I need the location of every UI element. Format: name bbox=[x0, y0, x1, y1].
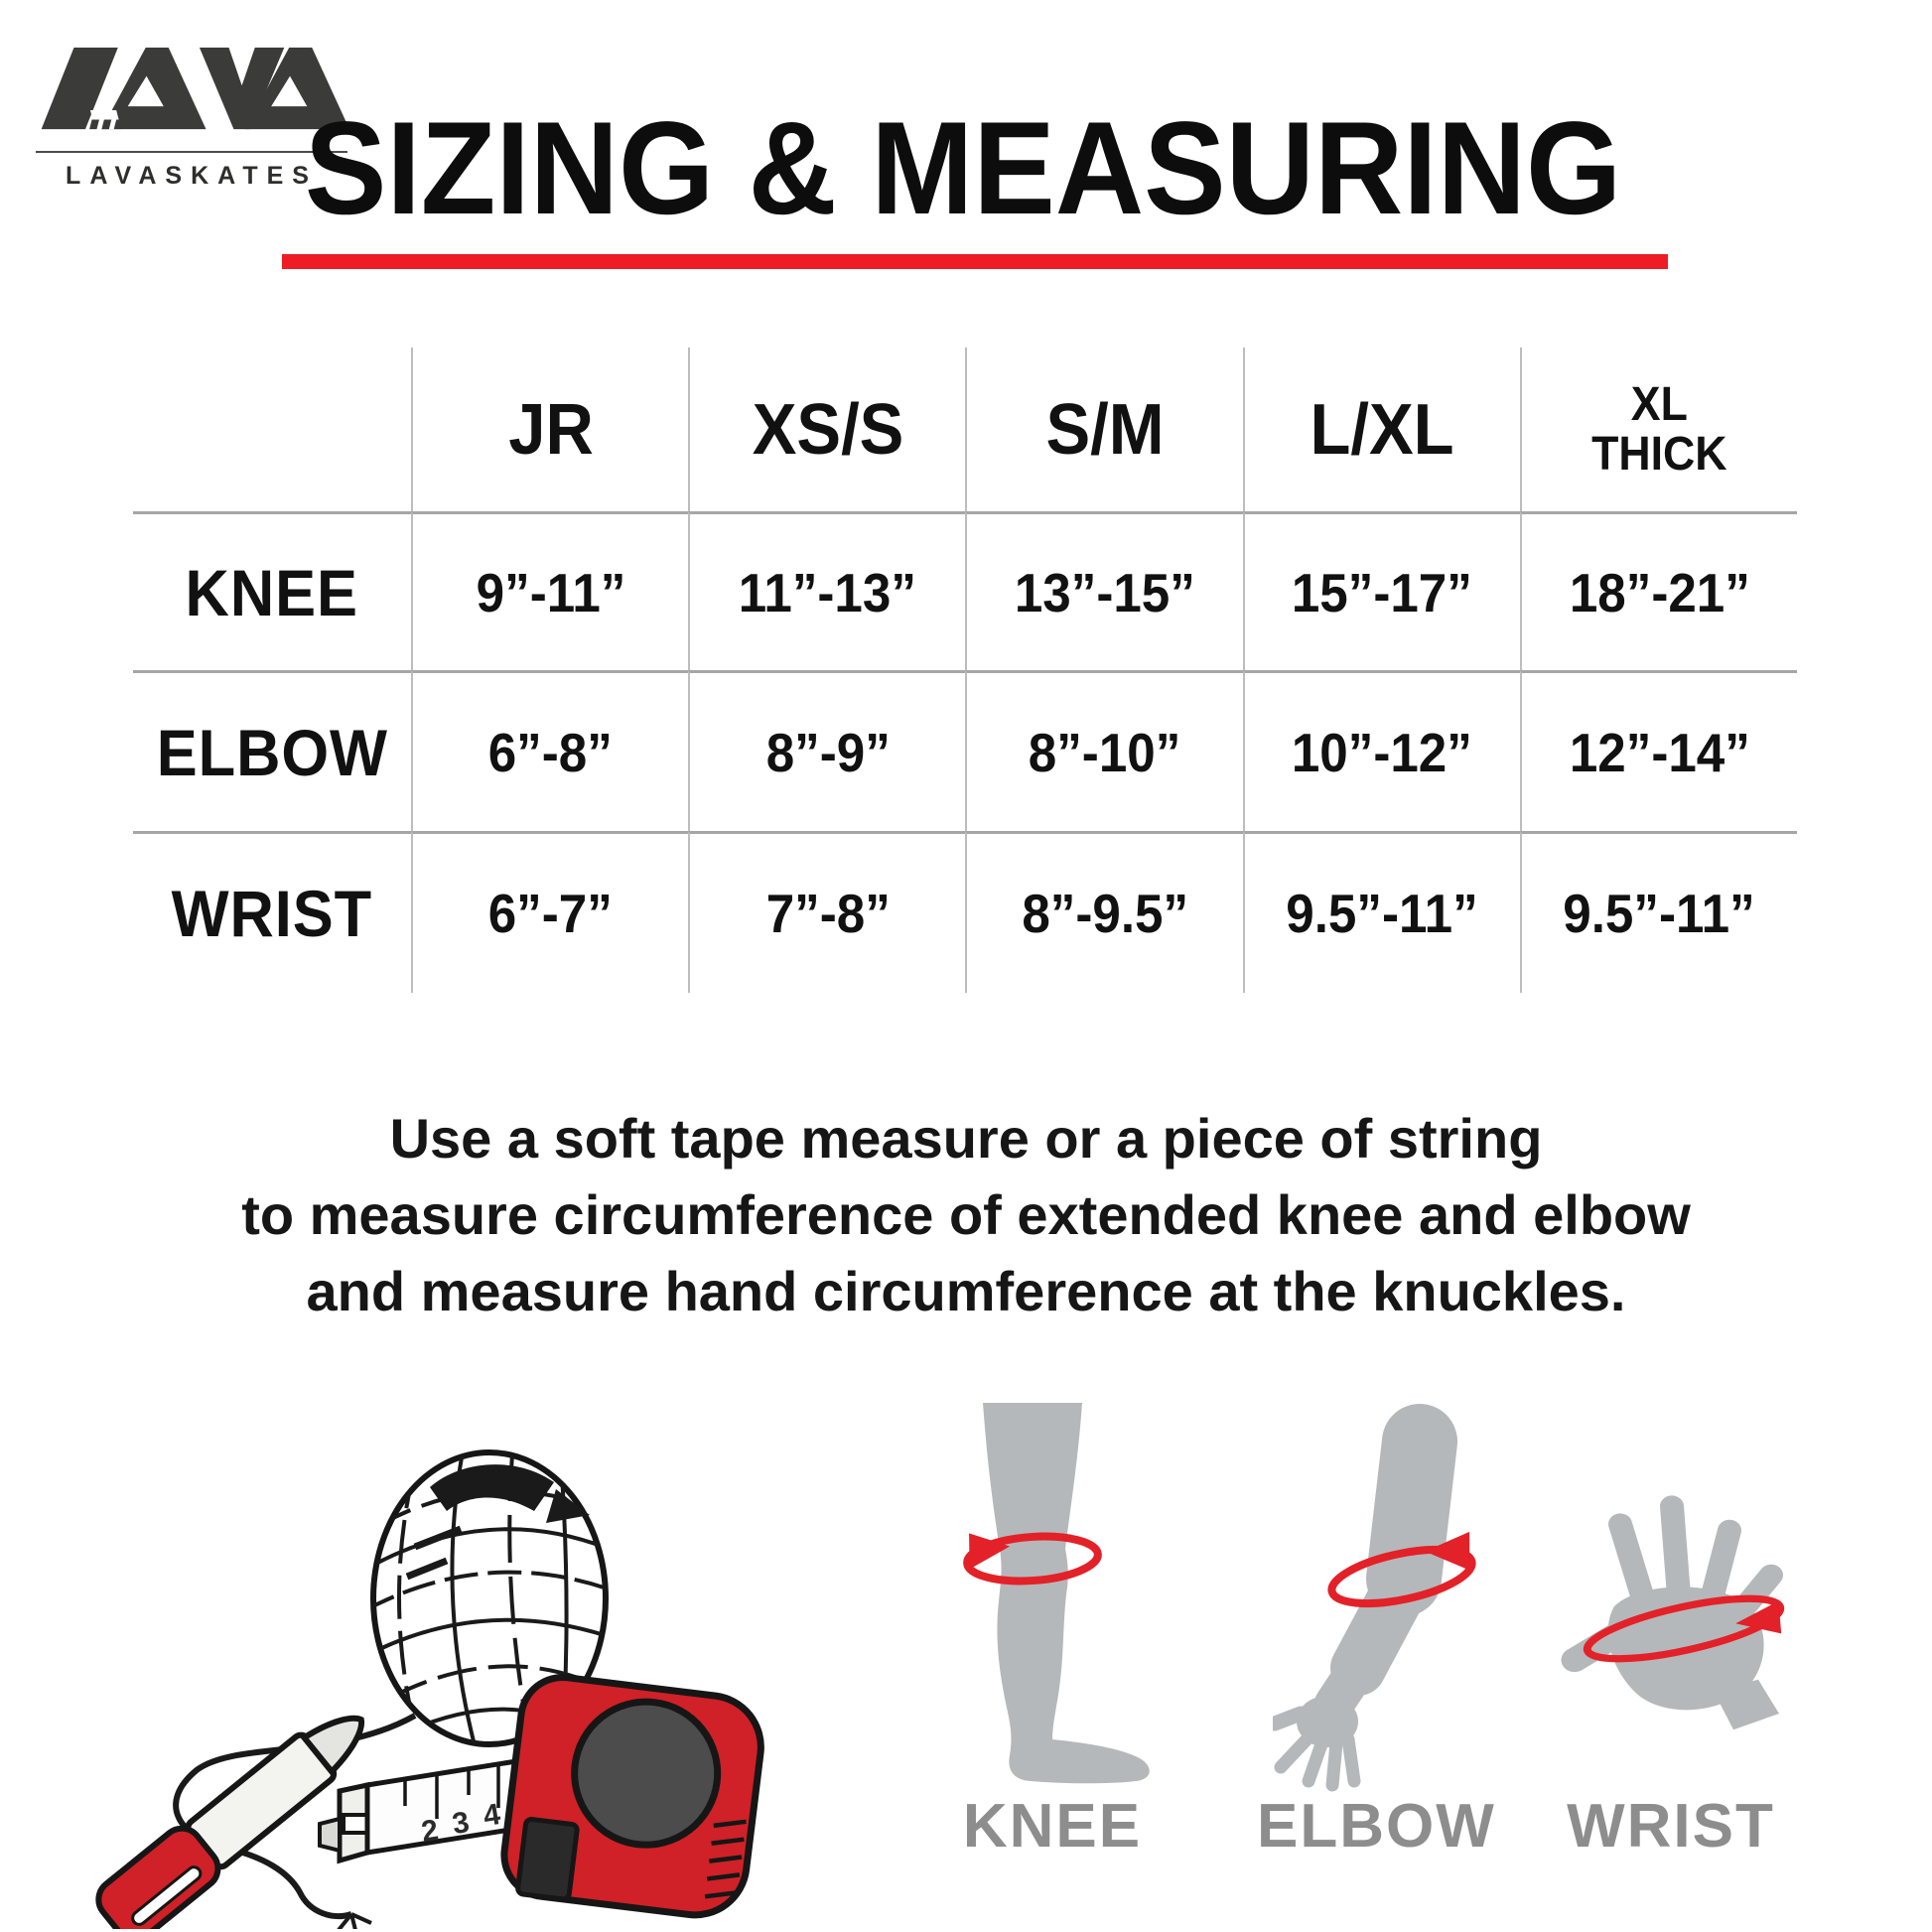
table-cell: 8”-10” bbox=[965, 670, 1243, 831]
table-cell: 9.5”-11” bbox=[1519, 831, 1797, 993]
marker-pen-icon bbox=[95, 1715, 365, 1929]
table-cell: 12”-14” bbox=[1519, 670, 1797, 831]
table-cell: 9”-11” bbox=[411, 511, 689, 670]
table-cell: 6”-8” bbox=[411, 670, 689, 831]
column-header-jr: JR bbox=[411, 347, 688, 511]
title-underline bbox=[282, 254, 1668, 269]
measuring-instructions: Use a soft tape measure or a piece of st… bbox=[0, 1100, 1932, 1329]
tape-number: 4 bbox=[482, 1798, 503, 1833]
tape-strip-icon: 2 3 4 bbox=[318, 1758, 519, 1864]
table-corner-cell bbox=[133, 347, 411, 511]
table-cell: 8”-9” bbox=[688, 670, 966, 831]
brand-name: LAVASKATES bbox=[66, 162, 318, 190]
arm-silhouette-icon bbox=[1273, 1404, 1457, 1792]
measure-ring-icon bbox=[963, 1532, 1102, 1586]
measuring-tools-illustration: 2 3 4 bbox=[95, 1449, 764, 1929]
instruction-line: to measure circumference of extended kne… bbox=[241, 1183, 1691, 1246]
tape-number: 3 bbox=[450, 1806, 472, 1841]
measure-ring-icon bbox=[1583, 1594, 1785, 1663]
measure-ring-icon bbox=[1327, 1531, 1476, 1608]
lava-logo-icon bbox=[41, 47, 349, 130]
instruction-line: and measure hand circumference at the kn… bbox=[306, 1260, 1626, 1322]
knee-illustration bbox=[963, 1403, 1150, 1784]
table-cell: 15”-17” bbox=[1242, 511, 1520, 670]
elbow-illustration-label: ELBOW bbox=[1257, 1792, 1496, 1861]
row-header-elbow: ELBOW bbox=[133, 670, 411, 831]
column-header-l-xl: L/XL bbox=[1242, 347, 1520, 511]
column-header-xs-s: XS/S bbox=[688, 347, 965, 511]
row-header-wrist: WRIST bbox=[133, 831, 411, 993]
table-cell: 6”-7” bbox=[411, 831, 689, 993]
tape-measure-icon bbox=[500, 1674, 764, 1919]
table-cell: 11”-13” bbox=[688, 511, 966, 670]
row-header-knee: KNEE bbox=[133, 511, 411, 670]
table-cell: 9.5”-11” bbox=[1242, 831, 1520, 993]
tape-number: 2 bbox=[419, 1814, 441, 1849]
table-cell: 8”-9.5” bbox=[965, 831, 1243, 993]
column-header-xl-thick: XL THICK bbox=[1519, 347, 1797, 511]
wrist-illustration-label: WRIST bbox=[1567, 1792, 1775, 1861]
knee-illustration-label: KNEE bbox=[962, 1792, 1143, 1861]
table-cell: 10”-12” bbox=[1242, 670, 1520, 831]
page-title: SIZING & MEASURING bbox=[304, 95, 1622, 242]
table-cell: 7”-8” bbox=[688, 831, 966, 993]
logo-divider bbox=[36, 151, 347, 153]
elbow-illustration bbox=[1273, 1404, 1476, 1792]
column-header-s-m: S/M bbox=[965, 347, 1242, 511]
leg-silhouette-icon bbox=[983, 1403, 1150, 1784]
sizing-table: JR XS/S S/M L/XL XL THICK KNEE 9”-11” 11”… bbox=[133, 347, 1797, 993]
table-cell: 18”-21” bbox=[1519, 511, 1797, 670]
instruction-line: Use a soft tape measure or a piece of st… bbox=[389, 1107, 1543, 1170]
twine-ball-icon bbox=[370, 1449, 609, 1747]
table-cell: 13”-15” bbox=[965, 511, 1243, 670]
wrist-illustration bbox=[1561, 1495, 1785, 1730]
